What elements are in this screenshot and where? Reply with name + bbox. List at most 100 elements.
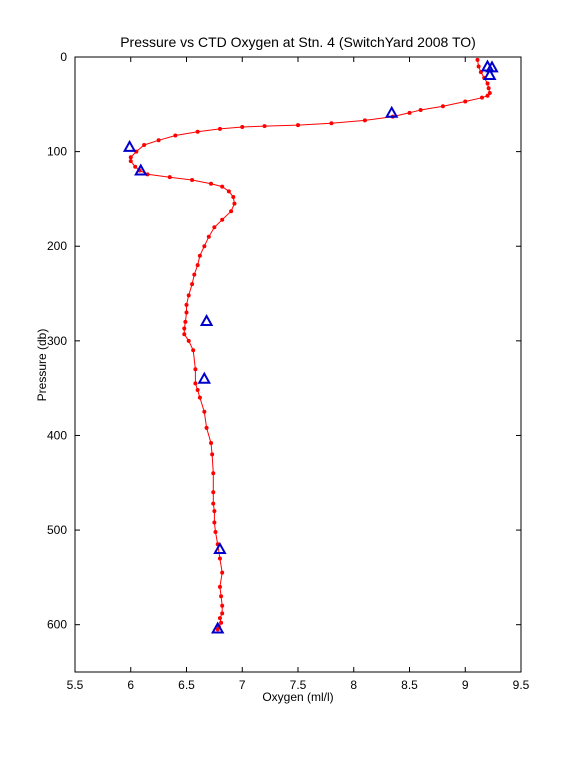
ctd-oxygen-point <box>485 93 490 98</box>
ctd-oxygen-point <box>486 86 491 91</box>
ctd-oxygen-point <box>193 367 198 372</box>
y-tick-label: 300 <box>47 334 67 348</box>
ctd-oxygen-point <box>184 302 189 307</box>
ctd-oxygen-point <box>231 195 236 200</box>
y-axis-ticks: 0 100 200 300 400 500 600 <box>47 50 521 632</box>
ctd-oxygen-point <box>262 124 267 129</box>
ctd-oxygen-point <box>296 123 300 128</box>
ctd-oxygen-point <box>329 121 334 126</box>
ctd-oxygen-point <box>217 556 222 561</box>
ctd-oxygen-point <box>220 184 225 189</box>
ctd-oxygen-point <box>476 64 481 69</box>
ctd-oxygen-point <box>220 603 225 608</box>
ctd-oxygen-point <box>407 110 412 115</box>
ctd-oxygen-point <box>485 81 490 86</box>
ctd-oxygen-point <box>192 272 197 277</box>
ctd-oxygen-point <box>202 409 207 414</box>
ctd-oxygen-point <box>229 209 234 214</box>
ctd-oxygen-point <box>240 125 245 130</box>
ctd-oxygen-point <box>197 395 202 400</box>
ctd-oxygen-point <box>182 332 187 337</box>
ctd-oxygen-point <box>220 611 225 616</box>
ctd-oxygen-point <box>209 181 214 186</box>
y-tick-label: 0 <box>60 50 67 64</box>
ctd-oxygen-point <box>362 118 367 123</box>
x-tick-label: 9.5 <box>513 678 530 692</box>
ctd-oxygen-point <box>167 175 172 180</box>
ctd-oxygen-point <box>213 529 218 534</box>
ctd-oxygen-point <box>195 129 200 134</box>
y-axis-label: Pressure (db) <box>35 329 49 402</box>
bottle-sample-marker <box>213 541 227 554</box>
ctd-oxygen-point <box>133 164 138 169</box>
ctd-oxygen-point <box>219 594 224 599</box>
y-tick-label: 600 <box>47 618 67 632</box>
y-tick-label: 100 <box>47 145 67 159</box>
x-tick-label: 7.5 <box>290 678 307 692</box>
ctd-oxygen-point <box>463 99 468 104</box>
ctd-oxygen-point <box>186 293 191 298</box>
bottle-sample-marker <box>485 60 499 73</box>
ctd-oxygen-point <box>440 104 445 109</box>
ctd-oxygen-point <box>193 381 198 386</box>
ctd-oxygen-point <box>232 201 237 206</box>
plot-area <box>74 56 522 673</box>
ctd-oxygen-point <box>418 107 423 112</box>
bottle-sample-marker <box>483 67 497 80</box>
ctd-oxygen-point <box>190 178 195 182</box>
ctd-oxygen-point <box>479 95 484 100</box>
ctd-oxygen-point <box>204 425 209 430</box>
ctd-oxygen-point <box>212 225 217 230</box>
bottle-sample-marker <box>122 139 137 152</box>
ctd-oxygen-point <box>211 471 216 476</box>
x-tick-label: 8 <box>350 678 357 692</box>
ctd-oxygen-point <box>209 441 214 446</box>
y-tick-label: 200 <box>47 239 67 253</box>
ctd-oxygen-point <box>183 319 188 324</box>
ctd-oxygen-point <box>210 452 215 457</box>
ctd-oxygen-point <box>190 282 195 287</box>
ctd-oxygen-point <box>212 509 217 514</box>
ctd-oxygen-point <box>219 620 224 625</box>
bottle-sample-marker <box>385 105 399 118</box>
ctd-oxygen-point <box>128 159 133 164</box>
ctd-oxygen-point <box>184 310 189 315</box>
x-tick-label: 7 <box>239 678 246 692</box>
ctd-oxygen-point <box>487 90 492 95</box>
chart-title: Pressure vs CTD Oxygen at Stn. 4 (Switch… <box>120 34 476 50</box>
bottle-sample-marker <box>211 621 225 634</box>
x-axis-ticks: 5.5 6 6.5 7 7.5 8 8.5 9 9.5 <box>67 57 530 692</box>
ctd-oxygen-point <box>182 326 187 331</box>
ctd-oxygen-point <box>217 126 222 131</box>
ctd-oxygen-point <box>206 234 211 239</box>
ctd-oxygen-point <box>202 244 207 249</box>
ctd-oxygen-point <box>211 501 216 506</box>
bottle-sample-marker <box>134 163 148 176</box>
ctd-oxygen-point <box>156 138 161 143</box>
ctd-oxygen-point <box>173 133 178 138</box>
ctd-oxygen-point <box>128 155 133 160</box>
x-tick-label: 6.5 <box>178 678 195 692</box>
ctd-oxygen-point <box>217 616 222 621</box>
x-tick-label: 6 <box>127 678 134 692</box>
ctd-oxygen-point <box>212 520 217 525</box>
bottle-sample-marker <box>197 371 211 384</box>
ctd-oxygen-point <box>226 189 231 194</box>
x-tick-label: 8.5 <box>401 678 418 692</box>
y-tick-label: 500 <box>47 523 67 537</box>
ctd-oxygen-point <box>220 217 225 222</box>
ctd-oxygen-point <box>197 253 202 258</box>
ctd-oxygen-point <box>215 627 220 632</box>
ctd-oxygen-point <box>191 348 196 353</box>
ctd-oxygen-point <box>195 263 200 268</box>
x-axis-label: Oxygen (ml/l) <box>262 690 333 704</box>
x-tick-label: 9 <box>462 678 469 692</box>
ctd-oxygen-point <box>220 570 225 575</box>
ctd-oxygen-point <box>217 584 222 589</box>
x-tick-label: 5.5 <box>67 678 84 692</box>
ctd-oxygen-point <box>186 338 191 343</box>
ctd-oxygen-point <box>142 142 147 147</box>
series-layer <box>122 57 499 634</box>
ctd-oxygen-point <box>475 57 480 62</box>
